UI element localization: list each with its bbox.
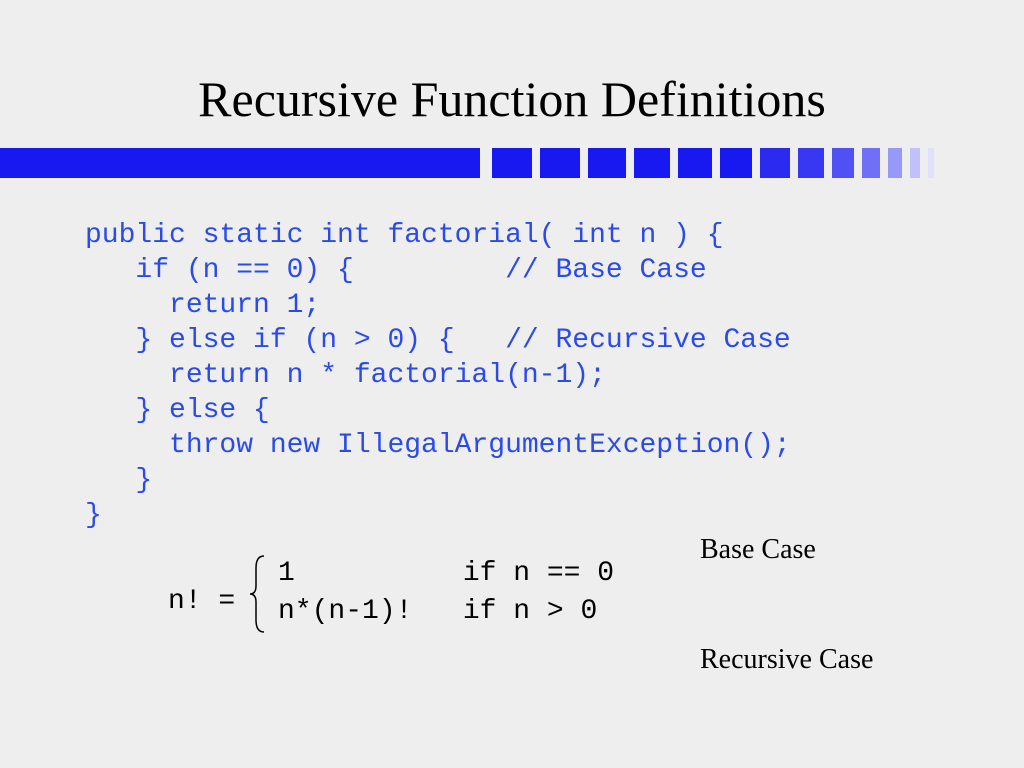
divider-square	[888, 148, 902, 178]
divider-square	[760, 148, 790, 178]
divider-square	[540, 148, 580, 178]
math-lhs: n! =	[168, 586, 235, 617]
divider-square	[634, 148, 670, 178]
divider-square	[862, 148, 880, 178]
slide-title: Recursive Function Definitions	[0, 0, 1024, 148]
divider-square	[492, 148, 532, 178]
divider-square	[798, 148, 824, 178]
divider-square	[928, 148, 934, 178]
divider-square	[910, 148, 920, 178]
divider-square	[720, 148, 752, 178]
math-case-2: n*(n-1)! if n > 0	[278, 596, 597, 627]
math-case-1: 1 if n == 0	[278, 558, 614, 589]
label-recursive-case: Recursive Case	[700, 644, 873, 676]
curly-brace-icon	[248, 554, 268, 634]
divider-square	[678, 148, 712, 178]
divider-bar	[0, 148, 1024, 178]
divider-square	[832, 148, 854, 178]
divider-long-segment	[0, 148, 480, 178]
divider-square	[588, 148, 626, 178]
code-block: public static int factorial( int n ) { i…	[0, 218, 1024, 533]
label-base-case: Base Case	[700, 534, 816, 566]
